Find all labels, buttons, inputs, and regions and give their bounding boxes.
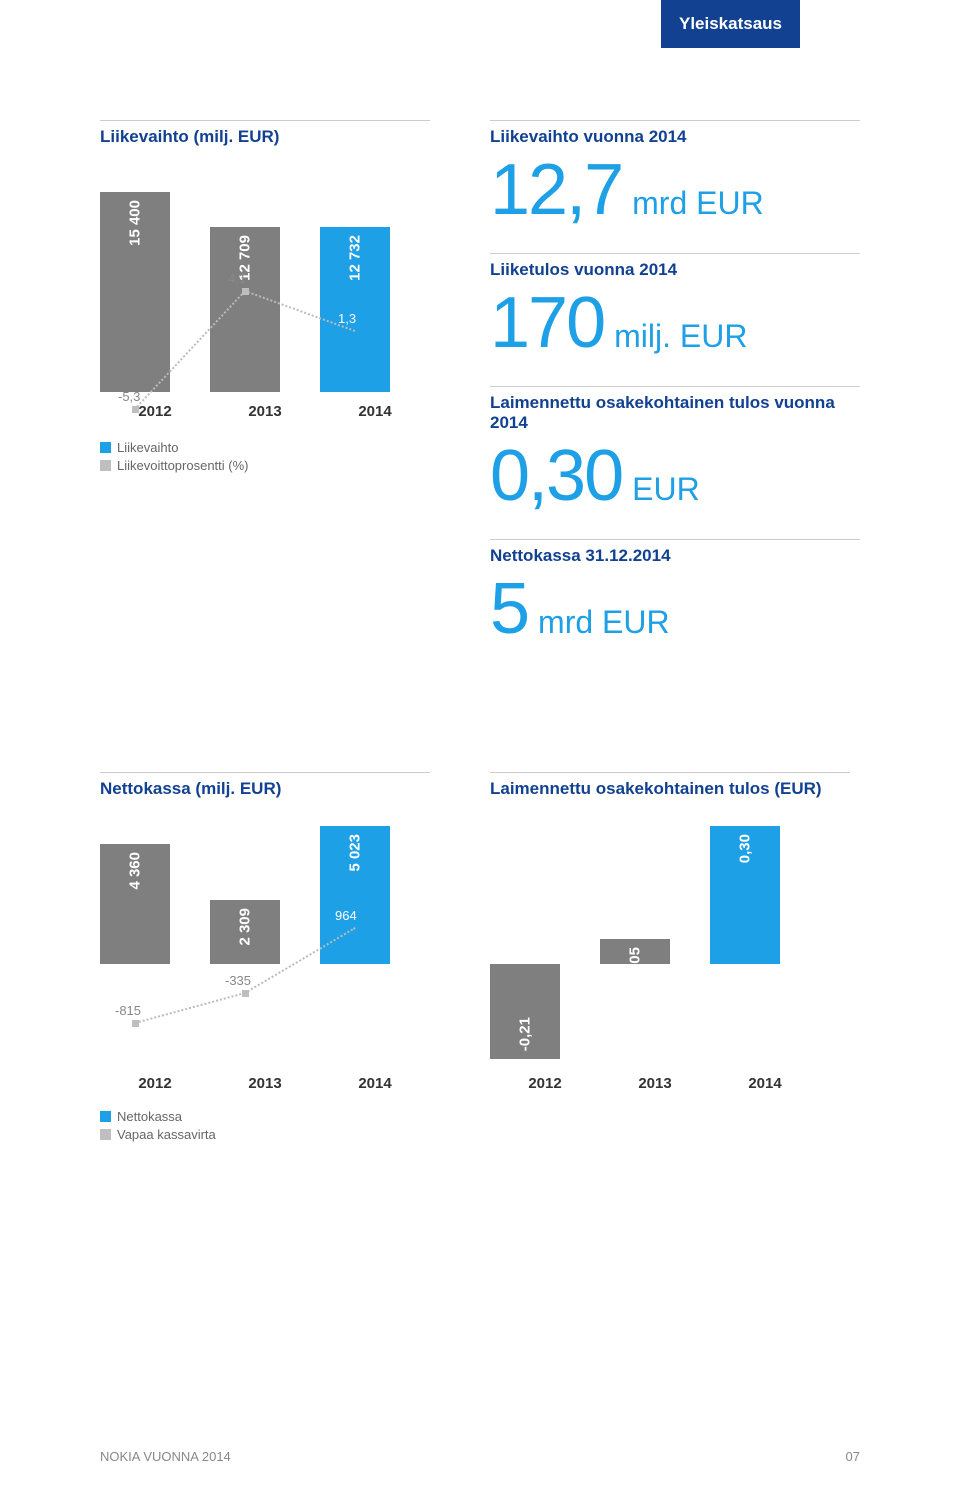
row-bottom: Nettokassa (milj. EUR) 4 360 2 309 5 023 -8… [100, 772, 860, 1145]
kpi-value: 12,7 mrd EUR [490, 149, 860, 231]
kpi-block: Liikevaihto vuonna 201412,7 mrd EUR [490, 120, 860, 231]
kpi-unit: mrd EUR [538, 604, 670, 641]
marker-label: -5,3 [118, 389, 140, 404]
bar: 15 400 [100, 192, 170, 392]
page-content: Liikevaihto (milj. EUR) 15 400 12 709 12 7… [0, 0, 960, 1145]
chart-nettokassa: Nettokassa (milj. EUR) 4 360 2 309 5 023 -8… [100, 772, 430, 1145]
kpi-block: Laimennettu osakekohtainen tulos vuonna … [490, 386, 860, 517]
kpi-unit: milj. EUR [614, 318, 747, 355]
footer-right: 07 [846, 1449, 860, 1464]
year-label: 2012 [490, 1075, 600, 1092]
kpi-block: Nettokassa 31.12.20145 mrd EUR [490, 539, 860, 650]
legend-item: Liikevaihto [100, 440, 430, 455]
kpi-label: Nettokassa 31.12.2014 [490, 546, 860, 566]
legend-item: Vapaa kassavirta [100, 1127, 430, 1142]
kpi-label: Liikevaihto vuonna 2014 [490, 127, 860, 147]
bar-value: -0,21 [517, 1017, 534, 1051]
chart1-area: 15 40012 70912 732-5,34,11,3201220132014 [100, 172, 430, 432]
legend-swatch [100, 460, 111, 471]
bar-value: 4 360 [127, 852, 144, 890]
legend-swatch [100, 1129, 111, 1140]
year-label: 2013 [600, 1075, 710, 1092]
chart1-legend: Liikevaihto Liikevoittoprosentti (%) [100, 440, 430, 473]
legend-item: Liikevoittoprosentti (%) [100, 458, 430, 473]
tab-overview: Yleiskatsaus [661, 0, 800, 48]
kpi-label: Liiketulos vuonna 2014 [490, 260, 860, 280]
year-label: 2014 [320, 403, 430, 420]
page-footer: NOKIA VUONNA 2014 07 [100, 1449, 860, 1464]
year-axis: 201220132014 [490, 1075, 820, 1092]
kpi-unit: mrd EUR [632, 185, 764, 222]
legend-label: Nettokassa [117, 1109, 182, 1124]
bar-value: 5 023 [347, 834, 364, 872]
year-label: 2012 [100, 1075, 210, 1092]
chart3-title: Laimennettu osakekohtainen tulos (EUR) [490, 779, 850, 799]
marker-label: 4,1 [228, 271, 246, 286]
bar: -0,21 [490, 964, 560, 1059]
row-top: Liikevaihto (milj. EUR) 15 400 12 709 12 7… [100, 120, 860, 672]
legend-label: Liikevaihto [117, 440, 178, 455]
chart2-title: Nettokassa (milj. EUR) [100, 779, 430, 799]
bar-value: 0,30 [737, 834, 754, 863]
chart2-area: 4 3602 3095 023-815-335964201220132014 [100, 824, 430, 1054]
kpi-value: 5 mrd EUR [490, 568, 860, 650]
trend-line [135, 992, 246, 1024]
bar: 12 709 [210, 227, 280, 392]
year-label: 2013 [210, 403, 320, 420]
kpi-value: 170 milj. EUR [490, 282, 860, 364]
bar-value: 15 400 [127, 200, 144, 246]
marker-label: -335 [225, 973, 251, 988]
kpi-number: 170 [490, 282, 604, 364]
kpi-number: 0,30 [490, 435, 622, 517]
legend-label: Vapaa kassavirta [117, 1127, 216, 1142]
kpi-number: 12,7 [490, 149, 622, 231]
marker-label: 964 [335, 908, 357, 923]
kpi-unit: EUR [632, 471, 700, 508]
footer-left: NOKIA VUONNA 2014 [100, 1449, 231, 1464]
bar: 2 309 [210, 900, 280, 964]
bar-value: 2 309 [237, 908, 254, 946]
bar-value: 0,05 [627, 947, 644, 976]
bar: 0,05 [600, 939, 670, 964]
chart3-area: -0,210,050,30201220132014 [490, 824, 820, 1054]
kpi-value: 0,30 EUR [490, 435, 860, 517]
kpi-label: Laimennettu osakekohtainen tulos vuonna … [490, 393, 860, 433]
kpi-block: Liiketulos vuonna 2014170 milj. EUR [490, 253, 860, 364]
year-label: 2013 [210, 1075, 320, 1092]
legend-swatch [100, 442, 111, 453]
legend-swatch [100, 1111, 111, 1122]
legend-item: Nettokassa [100, 1109, 430, 1124]
chart-eps: Laimennettu osakekohtainen tulos (EUR) -… [490, 772, 850, 1145]
year-label: 2012 [100, 403, 210, 420]
chart2-legend: Nettokassa Vapaa kassavirta [100, 1109, 430, 1142]
kpi-column: Liikevaihto vuonna 201412,7 mrd EUR Liiket… [490, 120, 860, 672]
bar-value: 12 732 [347, 235, 364, 281]
year-label: 2014 [710, 1075, 820, 1092]
year-axis: 201220132014 [100, 1075, 430, 1092]
chart1-title: Liikevaihto (milj. EUR) [100, 127, 430, 147]
marker-label: -815 [115, 1003, 141, 1018]
bar: 0,30 [710, 826, 780, 964]
chart-liikevaihto: Liikevaihto (milj. EUR) 15 400 12 709 12 7… [100, 120, 430, 672]
legend-label: Liikevoittoprosentti (%) [117, 458, 249, 473]
year-axis: 201220132014 [100, 403, 430, 420]
year-label: 2014 [320, 1075, 430, 1092]
kpi-number: 5 [490, 568, 528, 650]
bar: 12 732 [320, 227, 390, 392]
bar: 4 360 [100, 844, 170, 964]
